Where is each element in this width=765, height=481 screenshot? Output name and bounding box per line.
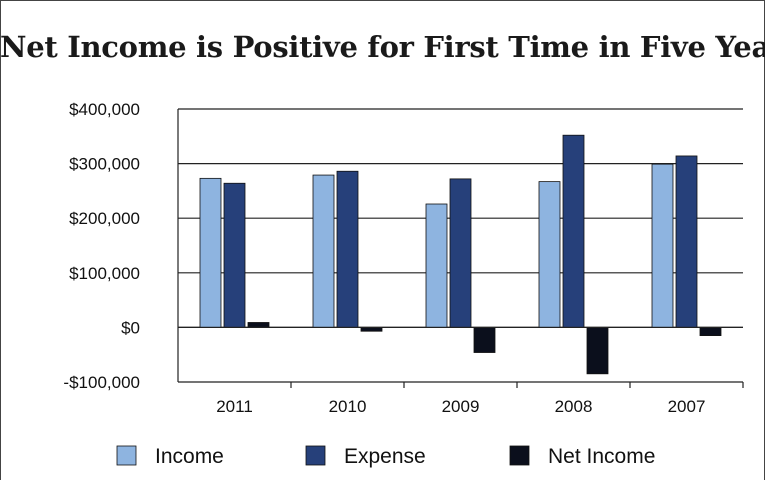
bar-income [199,177,222,328]
x-tick-label: 2009 [442,397,480,416]
bar-net-income [699,326,722,336]
y-tick-label: $400,000 [69,100,140,119]
bar-income [651,163,674,328]
bar-net-income [247,322,270,328]
bars [199,134,722,375]
bar-income [538,181,561,328]
y-tick-label: -$100,000 [63,373,140,392]
y-tick-label: $100,000 [69,264,140,283]
x-tick-label: 2011 [216,397,253,416]
x-tick-label: 2007 [668,397,706,416]
bar-expense [336,170,359,328]
legend-swatch [116,445,137,466]
legend-label: Income [155,445,224,468]
y-tick-label: $300,000 [69,155,140,174]
bar-income [425,203,448,328]
bar-expense [562,134,585,328]
bar-expense [449,178,472,328]
legend-label: Expense [344,445,426,468]
legend: Income Expense Net Income [116,445,655,468]
y-tick-label: $200,000 [69,209,140,228]
legend-swatch [509,445,530,466]
axes [177,109,744,388]
bar-expense [675,155,698,328]
legend-swatch [305,445,326,466]
y-tick-labels: $400,000 $300,000 $200,000 $100,000 $0 -$100,… [63,100,140,392]
x-tick-labels: 2011 2010 2009 2008 2007 [216,397,705,416]
bar-net-income [473,326,496,353]
legend-label: Net Income [548,445,655,468]
bar-expense [223,182,246,328]
bar-income [312,174,335,328]
chart-title: Net Income is Positive for First Time in… [0,30,765,64]
x-tick-label: 2010 [329,397,367,416]
bar-net-income [586,326,609,375]
x-tick-label: 2008 [555,397,593,416]
y-tick-label: $0 [121,318,140,337]
